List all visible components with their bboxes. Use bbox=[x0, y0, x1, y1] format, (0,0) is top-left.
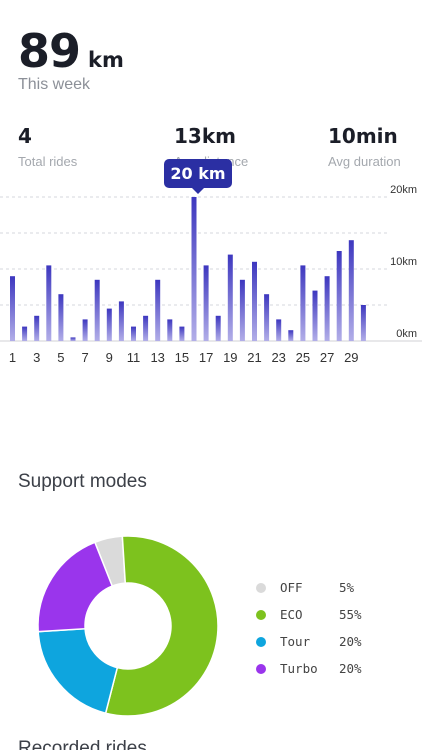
bar-day-21[interactable] bbox=[252, 261, 257, 341]
bar-day-9[interactable] bbox=[106, 308, 112, 341]
legend-dot bbox=[256, 663, 266, 674]
bar-day-13[interactable] bbox=[155, 279, 161, 341]
bar-day-25[interactable] bbox=[300, 265, 306, 341]
stat-value: 13km bbox=[174, 124, 236, 148]
bar-day-30[interactable] bbox=[360, 305, 366, 341]
x-tick-label: 15 bbox=[175, 350, 189, 365]
x-tick-label: 5 bbox=[57, 350, 64, 365]
stat-total-rides: 4 Total rides bbox=[18, 126, 77, 169]
stat-value: 4 bbox=[18, 124, 32, 148]
y-tick-label: 10km bbox=[390, 256, 417, 268]
legend-percent: 5% bbox=[339, 580, 355, 595]
bar-day-19[interactable] bbox=[227, 254, 233, 341]
weekly-distance-value: 89 bbox=[18, 24, 81, 78]
x-tick-label: 23 bbox=[271, 350, 285, 365]
stat-label: Total rides bbox=[18, 154, 78, 169]
legend-percent: 20% bbox=[339, 634, 362, 649]
x-tick-label: 19 bbox=[223, 350, 237, 365]
legend-name: ECO bbox=[280, 607, 303, 622]
bar-day-26[interactable] bbox=[312, 290, 318, 341]
y-tick-label: 20km bbox=[390, 184, 417, 196]
legend-dot bbox=[256, 609, 266, 620]
bar-day-8[interactable] bbox=[94, 279, 100, 341]
legend-name: Turbo bbox=[280, 661, 318, 676]
bar-day-23[interactable] bbox=[276, 319, 282, 341]
bar-day-27[interactable] bbox=[324, 276, 330, 341]
selected-bar-tooltip: 20 km bbox=[164, 159, 232, 194]
bar-day-11[interactable] bbox=[131, 326, 136, 341]
legend-dot bbox=[256, 636, 266, 647]
bar-day-29[interactable] bbox=[348, 240, 354, 341]
support-modes-legend: OFF 5% ECO 55% Tour 20% Turbo 20% bbox=[256, 574, 362, 682]
x-tick-label: 3 bbox=[33, 350, 40, 365]
donut-slice-tour bbox=[37, 627, 119, 715]
x-tick-label: 29 bbox=[344, 350, 358, 365]
stat-avg-duration: 10min Avg duration bbox=[328, 126, 401, 169]
bar-day-1[interactable] bbox=[10, 276, 15, 341]
tooltip-text: 20 km bbox=[170, 164, 226, 183]
legend-name: Tour bbox=[280, 634, 311, 649]
weekly-distance-unit: km bbox=[88, 48, 124, 72]
bar-day-18[interactable] bbox=[215, 315, 221, 341]
donut-slice-eco bbox=[104, 535, 219, 717]
bar-day-2[interactable] bbox=[22, 326, 28, 341]
legend-item-off: OFF 5% bbox=[256, 574, 362, 601]
legend-item-turbo: Turbo 20% bbox=[256, 655, 362, 682]
bar-day-7[interactable] bbox=[82, 319, 88, 341]
legend-dot bbox=[256, 582, 266, 593]
x-tick-label: 25 bbox=[296, 350, 310, 365]
legend-percent: 20% bbox=[339, 661, 362, 676]
x-tick-label: 27 bbox=[320, 350, 334, 365]
legend-name: OFF bbox=[280, 580, 303, 595]
bar-day-28[interactable] bbox=[336, 251, 342, 341]
bar-day-6[interactable] bbox=[70, 337, 76, 341]
legend-item-eco: ECO 55% bbox=[256, 601, 362, 628]
bar-day-3[interactable] bbox=[34, 315, 40, 341]
bar-day-22[interactable] bbox=[264, 294, 270, 341]
period-label: This week bbox=[18, 76, 91, 93]
support-modes-donut bbox=[37, 535, 219, 717]
donut-slice-turbo bbox=[37, 541, 114, 633]
x-tick-label: 21 bbox=[247, 350, 261, 365]
bar-day-15[interactable] bbox=[179, 326, 185, 341]
x-tick-label: 1 bbox=[9, 350, 16, 365]
legend-item-tour: Tour 20% bbox=[256, 628, 362, 655]
x-tick-label: 9 bbox=[106, 350, 113, 365]
bar-day-10[interactable] bbox=[118, 301, 124, 341]
stat-label: Avg duration bbox=[328, 154, 401, 169]
x-tick-label: 13 bbox=[150, 350, 164, 365]
x-tick-label: 17 bbox=[199, 350, 213, 365]
x-tick-label: 7 bbox=[81, 350, 88, 365]
y-tick-label: 0km bbox=[396, 328, 417, 340]
bar-day-17[interactable] bbox=[203, 265, 209, 341]
bar-day-4[interactable] bbox=[46, 265, 52, 341]
recorded-rides-title: Recorded rides bbox=[18, 738, 147, 750]
stat-value: 10min bbox=[328, 124, 398, 148]
bar-day-20[interactable] bbox=[239, 279, 245, 341]
support-modes-title: Support modes bbox=[18, 471, 147, 492]
bar-day-16[interactable] bbox=[191, 197, 197, 341]
legend-percent: 55% bbox=[339, 607, 362, 622]
weekly-distance: 89 km bbox=[18, 28, 124, 74]
bar-day-24[interactable] bbox=[288, 330, 294, 341]
bar-day-14[interactable] bbox=[167, 319, 173, 341]
x-tick-label: 11 bbox=[127, 350, 141, 365]
bar-day-12[interactable] bbox=[143, 315, 149, 341]
bar-day-5[interactable] bbox=[58, 294, 64, 341]
